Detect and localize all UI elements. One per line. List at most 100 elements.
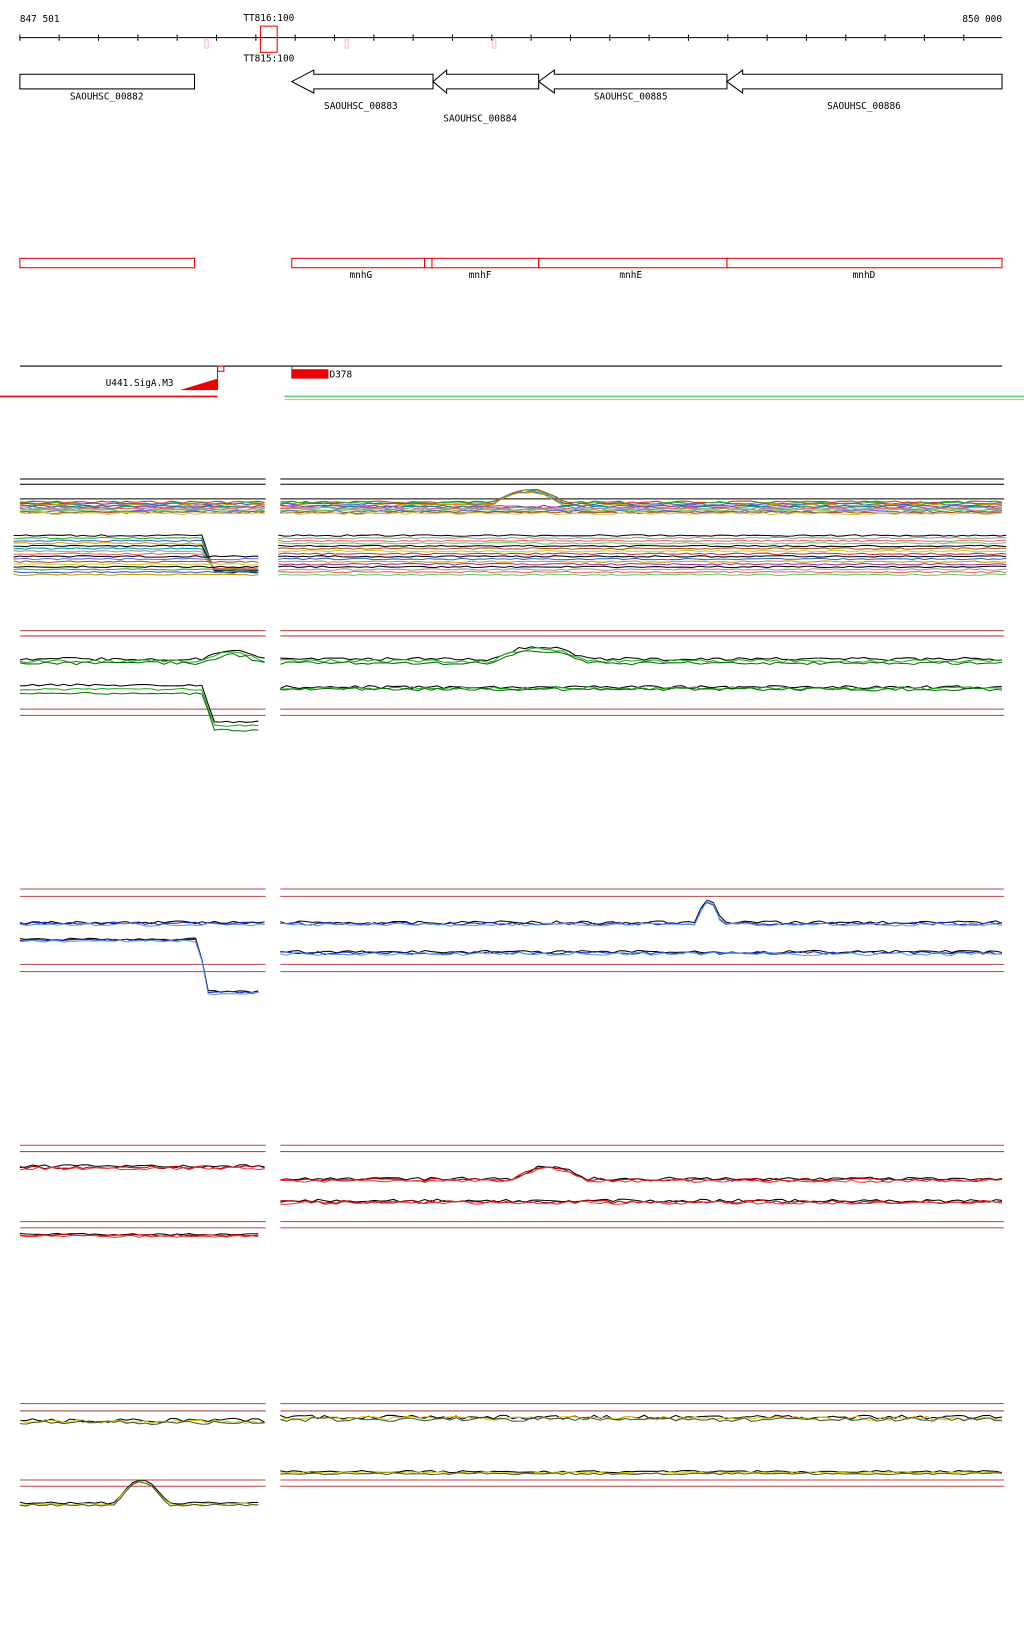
ruler-ticks [19,34,965,41]
track-line [280,1416,1003,1422]
track-line [19,1480,259,1506]
track-line [19,503,265,507]
track-line [19,1418,265,1425]
transcript-label: D378 [329,370,352,381]
gene-label: SAOUHSC_00882 [70,91,144,102]
track-line [280,1472,1003,1476]
track-line [280,951,1003,956]
track-line [280,1414,1003,1420]
track-line [13,573,259,576]
promoter-shape [179,378,218,391]
track-line [19,939,259,996]
gene-arrow [537,69,728,95]
track-line [13,563,259,566]
track-line [278,560,1007,563]
track-line [278,542,1007,545]
terminator-mark [492,39,497,49]
ruler-end: 850 000 [962,14,1002,25]
transcript-box [291,369,329,379]
gene-name-boxes [19,257,1003,269]
track-line [280,490,1003,506]
track-line [280,1200,1003,1205]
track-line [13,557,259,561]
gene-arrow [290,69,434,94]
track-line [19,651,265,664]
track-line [280,949,1003,954]
track-line [278,547,1007,550]
promoter-box [217,365,225,372]
track-line [280,646,1003,662]
track-line [19,511,265,516]
ruler-start: 847 501 [20,14,60,25]
track-line [19,509,265,513]
track-line [278,557,1007,561]
gene-box [726,257,1003,269]
track-line [13,570,259,574]
track-line [280,650,1003,666]
track-line [278,539,1007,543]
track-line [278,570,1007,574]
track-line [278,563,1007,566]
track-line [19,1479,259,1505]
track-line [278,552,1007,556]
track-line [278,536,1007,540]
track-line [19,652,265,666]
track-line [19,1164,265,1169]
track-line [19,1233,259,1237]
track-line [19,502,265,506]
track-line [19,691,259,732]
track-line [280,488,1003,504]
gene-name: mnhD [853,270,876,281]
track-line [280,687,1003,692]
track-line [278,568,1007,571]
track-line [278,573,1007,576]
track-line [19,507,265,511]
track-line [19,500,265,504]
track-line [278,549,1007,553]
gene-box [424,257,433,269]
track-line [280,509,1003,514]
gene-label: SAOUHSC_00883 [324,101,398,112]
gene-box [538,257,728,269]
gene-box [291,257,426,269]
track-line [280,504,1003,508]
gene-box [431,257,540,269]
track-line [19,505,265,509]
track-line [13,544,259,572]
track-line [280,899,1003,927]
gene-name: mnhF [469,270,492,281]
track-line [19,937,259,994]
expression-tracks [13,478,1007,1507]
track-line [280,1165,1003,1181]
track-line [19,683,259,724]
terminator-mark [204,39,209,49]
track-line [280,1166,1003,1182]
gene-label: SAOUHSC_00885 [594,91,668,102]
track-line [278,555,1007,558]
track-line [278,565,1007,569]
track-line [280,901,1003,926]
track-line [13,555,259,558]
terminator-box [259,25,278,53]
track-line [19,938,259,994]
track-line [19,1419,265,1426]
track-line [19,921,265,926]
gene-name: mnhE [619,270,642,281]
track-line [19,1166,265,1171]
track-line [280,1166,1003,1183]
terminator-label: TT816:100 [243,13,294,24]
track-line [13,552,259,570]
track-line [280,491,1003,507]
track-line [280,647,1003,664]
track-line [13,568,259,571]
gene-arrow [726,69,1003,95]
track-line [19,1481,259,1507]
track-line [280,1470,1003,1474]
track-line [19,922,265,927]
track-line [280,899,1003,925]
track-line [278,534,1007,537]
gene-label: SAOUHSC_00884 [443,113,517,124]
gene-name: mnhG [350,270,373,281]
